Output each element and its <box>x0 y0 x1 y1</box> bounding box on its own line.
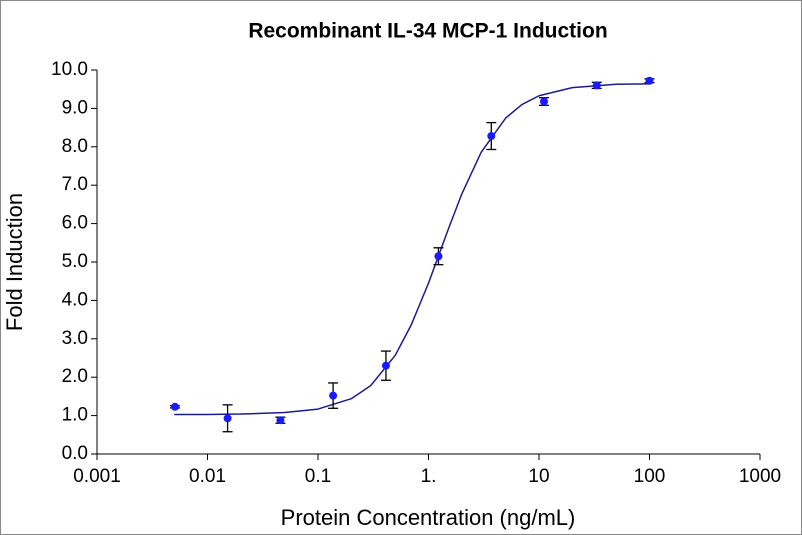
y-tick-label: 9.0 <box>62 97 88 118</box>
x-tick-label: 10 <box>528 466 549 487</box>
data-point <box>276 416 285 425</box>
y-tick-label: 10.0 <box>51 59 88 80</box>
x-tick-label: 1000 <box>739 466 781 487</box>
fit-curve <box>174 83 650 416</box>
y-axis-label: Fold Induction <box>2 193 27 331</box>
data-point <box>592 81 601 90</box>
x-tick-label: 100 <box>634 466 666 487</box>
data-point <box>434 252 443 261</box>
chart-title: Recombinant IL-34 MCP-1 Induction <box>248 20 607 43</box>
data-point <box>540 97 549 106</box>
data-point <box>381 361 390 370</box>
y-tick-label: 0.0 <box>62 443 88 464</box>
x-tick-label: 0.01 <box>189 466 226 487</box>
y-tick-label: 1.0 <box>62 405 88 426</box>
x-tick-label: 1. <box>421 466 437 487</box>
y-tick-label: 3.0 <box>62 328 88 349</box>
data-point <box>170 402 179 411</box>
y-tick-label: 7.0 <box>62 174 88 195</box>
data-point <box>487 132 496 141</box>
y-tick-label: 4.0 <box>62 289 88 310</box>
y-tick-label: 2.0 <box>62 366 88 387</box>
y-tick-label: 6.0 <box>62 213 88 234</box>
x-axis-label: Protein Concentration (ng/mL) <box>281 505 576 530</box>
x-tick-label: 0.001 <box>73 466 121 487</box>
data-point <box>645 76 654 85</box>
y-tick-label: 8.0 <box>62 136 88 157</box>
data-point <box>329 391 338 400</box>
y-tick-label: 5.0 <box>62 251 88 272</box>
x-tick-label: 0.1 <box>305 466 331 487</box>
data-point <box>223 414 232 423</box>
